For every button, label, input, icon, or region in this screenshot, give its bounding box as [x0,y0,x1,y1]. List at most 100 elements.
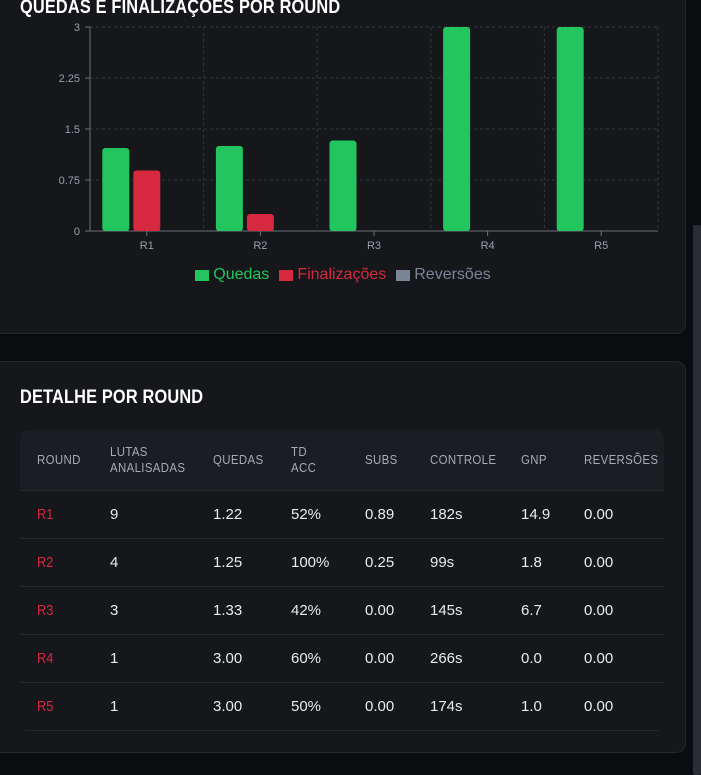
table-cell-round: R2 [20,537,93,586]
table-cell-control: 145s [413,585,504,634]
round-label: R5 [37,697,54,715]
column-header-label: GNP [521,451,547,467]
table-cell-control: 266s [413,633,504,682]
y-tick-label: 0 [74,226,80,238]
table-cell-reversals: 0.00 [567,681,664,731]
column-header-label: REVERSÕES [584,451,659,467]
column-header-label: ROUND [37,451,81,467]
column-header-label: CONTROLE [430,451,497,467]
table-cell-reversals: 0.00 [567,585,664,634]
x-tick-label: R4 [481,240,495,252]
table-row[interactable]: R1 9 1.22 52% 0.89 182s 14.9 0.00 [20,489,664,538]
table-title: DETALHE POR ROUND [20,387,204,408]
table-cell-takedowns: 3.00 [196,681,274,731]
column-header-gnp[interactable]: GNP [504,430,567,490]
table-cell-fights-analyzed: 4 [93,537,196,586]
table-card: DETALHE POR ROUND ROUND LUTAS ANALISADAS QU… [0,361,686,753]
table-cell-control: 174s [413,681,504,731]
bar-quedas-r2 [215,146,243,231]
legend-item-finalizações[interactable]: Finalizações [279,266,386,284]
table-cell-subs: 0.00 [348,681,413,731]
table-cell-control: 182s [413,489,504,538]
table-header-row: ROUND LUTAS ANALISADAS QUEDAS TD ACC SUBS CONTR… [20,430,664,490]
legend-label: Finalizações [297,266,387,283]
round-label: R1 [37,505,54,523]
table-cell-gnp: 1.8 [504,537,567,586]
table-body: R1 9 1.22 52% 0.89 182s 14.9 0.00 R2 4 1.25 100% 0.2… [20,489,664,731]
table-row[interactable]: R4 1 3.00 60% 0.00 266s 0.0 0.00 [20,633,664,682]
y-tick-label: 0.75 [59,175,80,187]
round-detail-table: ROUND LUTAS ANALISADAS QUEDAS TD ACC SUBS CONTR… [20,430,664,731]
table-cell-td-acc: 42% [274,585,348,634]
table-row[interactable]: R2 4 1.25 100% 0.25 99s 1.8 0.00 [20,537,664,586]
table-cell-td-acc: 50% [274,681,348,731]
table-row[interactable]: R5 1 3.00 50% 0.00 174s 1.0 0.00 [20,681,664,731]
table-cell-gnp: 1.0 [504,681,567,731]
table-cell-round: R4 [20,633,93,682]
legend-swatch [396,269,411,281]
legend-swatch [279,269,294,281]
x-tick-label: R2 [253,240,267,252]
chart-card: QUEDAS E FINALIZAÇÕES POR ROUND 0 0.75 1.5… [0,0,686,334]
table-cell-round: R3 [20,585,93,634]
legend-swatch [195,269,210,281]
page-scrollbar[interactable] [693,225,701,775]
bar-quedas-r3 [329,140,357,231]
column-header-label: TD ACC [291,443,317,475]
table-cell-takedowns: 1.22 [196,489,274,538]
table-cell-takedowns: 1.25 [196,537,274,586]
table-cell-fights-analyzed: 3 [93,585,196,634]
table-cell-subs: 0.00 [348,633,413,682]
column-header-round[interactable]: ROUND [20,430,93,490]
column-header-td-acc[interactable]: TD ACC [274,430,348,490]
chart-legend: Quedas Finalizações Reversões [0,266,686,284]
round-label: R3 [37,601,54,619]
chart-title: QUEDAS E FINALIZAÇÕES POR ROUND [20,0,341,18]
column-header-label: LUTAS ANALISADAS [110,443,186,475]
column-header-fights-analyzed[interactable]: LUTAS ANALISADAS [93,430,196,490]
table-cell-control: 99s [413,537,504,586]
bar-quedas-r4 [443,27,471,231]
x-tick-label: R3 [367,240,381,252]
x-tick-label: R1 [140,240,154,252]
column-header-control[interactable]: CONTROLE [413,430,504,490]
legend-label: Quedas [213,266,270,283]
round-label: R2 [37,553,54,571]
y-tick-label: 1.5 [65,124,80,136]
y-tick-label: 2.25 [59,73,80,85]
table-row[interactable]: R3 3 1.33 42% 0.00 145s 6.7 0.00 [20,585,664,634]
column-header-subs[interactable]: SUBS [348,430,413,490]
table-cell-subs: 0.89 [348,489,413,538]
table-cell-td-acc: 60% [274,633,348,682]
table-cell-gnp: 0.0 [504,633,567,682]
x-tick-label: R5 [594,240,608,252]
legend-item-quedas[interactable]: Quedas [195,266,269,284]
table-cell-gnp: 6.7 [504,585,567,634]
table-cell-fights-analyzed: 1 [93,633,196,682]
bar-chart: 0 0.75 1.5 2.25 3 R1 R2 R3 R4 R5 [59,22,659,252]
bar-finalizações-r2 [246,214,274,231]
column-header-takedowns[interactable]: QUEDAS [196,430,274,490]
table-cell-subs: 0.00 [348,585,413,634]
round-label: R4 [37,649,54,667]
table-cell-td-acc: 52% [274,489,348,538]
bar-quedas-r5 [556,27,584,231]
legend-item-reversões[interactable]: Reversões [396,266,491,284]
table-cell-round: R1 [20,489,93,538]
column-header-label: SUBS [365,451,398,467]
table-cell-reversals: 0.00 [567,537,664,586]
table-cell-gnp: 14.9 [504,489,567,538]
legend-label: Reversões [414,266,491,283]
table-cell-subs: 0.25 [348,537,413,586]
bar-finalizações-r1 [133,170,161,231]
table-cell-takedowns: 3.00 [196,633,274,682]
table-cell-fights-analyzed: 9 [93,489,196,538]
y-tick-label: 3 [74,22,80,34]
bar-quedas-r1 [102,148,130,231]
column-header-reversals[interactable]: REVERSÕES [567,430,664,490]
round-detail-table-wrapper: ROUND LUTAS ANALISADAS QUEDAS TD ACC SUBS CONTR… [20,430,664,731]
table-cell-round: R5 [20,681,93,731]
table-cell-td-acc: 100% [274,537,348,586]
table-cell-takedowns: 1.33 [196,585,274,634]
table-cell-fights-analyzed: 1 [93,681,196,731]
